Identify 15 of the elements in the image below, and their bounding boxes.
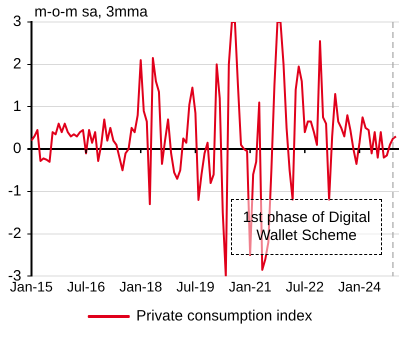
x-tick-label: Jan-18 <box>119 278 162 294</box>
y-tick-label: -2 <box>8 224 22 242</box>
y-tick-label: -1 <box>8 182 22 200</box>
y-tick-label: 2 <box>12 56 22 73</box>
x-tick-label: Jan-21 <box>228 278 272 294</box>
x-tick-label: Jul-16 <box>66 278 106 294</box>
y-tick-label: 1 <box>12 98 22 115</box>
y-tick-label: 3 <box>12 13 22 30</box>
x-tick-label: Jan-24 <box>338 278 382 294</box>
x-tick-label: Jul-19 <box>176 278 215 294</box>
legend-label: Private consumption index <box>136 308 313 325</box>
y-tick-label: 0 <box>12 140 22 158</box>
y-axis-title: m-o-m sa, 3mma <box>34 4 148 21</box>
annotation: 1st phase of Digital Wallet Scheme <box>231 199 382 255</box>
x-tick-label: Jul-22 <box>286 278 324 294</box>
